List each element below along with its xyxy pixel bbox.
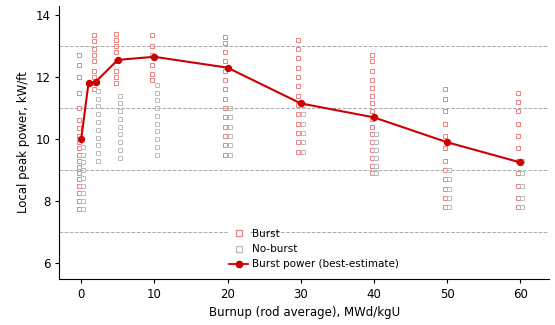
Y-axis label: Local peak power, kW/ft: Local peak power, kW/ft <box>17 71 29 213</box>
Legend: Burst, No-burst, Burst power (best-estimate): Burst, No-burst, Burst power (best-estim… <box>225 225 403 274</box>
X-axis label: Burnup (rod average), MWd/kgU: Burnup (rod average), MWd/kgU <box>209 306 400 319</box>
